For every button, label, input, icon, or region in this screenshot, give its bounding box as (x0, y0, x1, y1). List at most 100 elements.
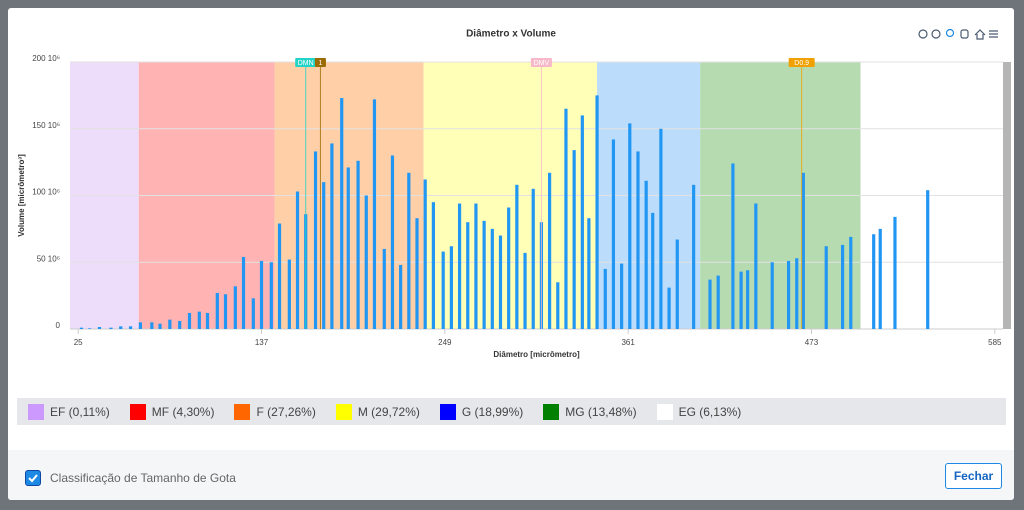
modal: Diâmetro x Volume 0 50 10⁶ 100 10⁶ 150 10⁶ 2… (8, 8, 1014, 500)
bar (346, 167, 350, 329)
y-tick-label: 0 (56, 321, 61, 330)
close-button[interactable]: Fechar (945, 463, 1002, 489)
bar (754, 203, 758, 329)
bar (731, 163, 735, 329)
bar (849, 236, 853, 329)
y-tick-label: 150 10⁶ (32, 121, 60, 130)
bar (603, 268, 607, 329)
legend-item[interactable]: EG (6,13%) (656, 403, 741, 420)
legend-item[interactable]: EF (0,11%) (28, 403, 110, 420)
toolbar[interactable] (918, 28, 998, 40)
bar (79, 327, 84, 329)
bar (97, 326, 102, 329)
bar (644, 180, 648, 329)
bar (372, 99, 377, 329)
bar (580, 115, 584, 330)
bar (187, 312, 192, 329)
zoom-out[interactable] (931, 29, 941, 39)
bar (801, 172, 805, 329)
bar (313, 151, 318, 329)
x-tick-label: 137 (255, 338, 269, 347)
checkbox[interactable] (25, 470, 41, 486)
bar (716, 275, 720, 329)
footer: Classificação de Tamanho de Gota Fechar (8, 450, 1014, 500)
zoom-select[interactable] (945, 28, 955, 38)
bar (119, 326, 123, 329)
bar (564, 108, 568, 329)
bar (675, 239, 679, 329)
bar (150, 322, 154, 329)
bar (88, 328, 92, 329)
checkbox-label[interactable]: Classificação de Tamanho de Gota (50, 471, 236, 485)
y-tick-label: 100 10⁶ (32, 188, 60, 197)
bar (651, 212, 655, 329)
bar (441, 251, 445, 329)
x-tick-label: 25 (74, 338, 83, 347)
legend-label: M (29,72%) (357, 404, 420, 419)
bar (515, 184, 519, 329)
bar (322, 182, 326, 329)
legend-item[interactable]: MG (13,48%) (543, 403, 637, 420)
bar (109, 327, 113, 329)
bar (330, 143, 334, 329)
legend-label: MG (13,48%) (565, 404, 637, 419)
legend-label: MF (4,30%) (151, 404, 215, 419)
bar (872, 234, 876, 329)
bar (364, 195, 368, 329)
y-tick-label: 200 10⁶ (32, 54, 60, 63)
legend: EF (0,11%) MF (4,30%) F (27,26%) M (29,72%)… (17, 398, 1006, 425)
bar (356, 160, 360, 329)
bar (531, 188, 535, 329)
bar (251, 298, 255, 329)
bar (205, 312, 210, 329)
chart-title: Diâmetro x Volume (466, 29, 556, 40)
annotation-box (530, 58, 552, 67)
bar (659, 128, 663, 329)
bar (786, 260, 791, 329)
bar (431, 202, 435, 329)
annotation-label: 1 (318, 60, 322, 67)
legend-item[interactable]: G (18,99%) (439, 403, 523, 420)
pan[interactable] (960, 29, 969, 39)
bar (667, 287, 671, 329)
bar (241, 256, 246, 329)
bar (295, 191, 300, 329)
y-tick-label: 50 10⁶ (37, 254, 60, 263)
legend-swatch (543, 403, 560, 420)
legend-swatch (335, 403, 352, 420)
bar (556, 282, 560, 329)
legend-swatch (234, 403, 251, 420)
bar (490, 228, 494, 329)
bar (482, 220, 486, 329)
bar (340, 98, 344, 329)
y-axis-label: Volume [micrômetro³] (17, 154, 26, 237)
bar (628, 123, 632, 329)
range-end (1003, 62, 1011, 329)
bar (223, 294, 228, 329)
annotation-label: DMV (534, 60, 550, 67)
reset[interactable] (974, 29, 986, 40)
legend-swatch (656, 403, 673, 420)
annotation-label: D0.9 (794, 60, 809, 67)
bar (168, 319, 172, 329)
legend-item[interactable]: F (27,26%) (234, 403, 316, 420)
legend-swatch (28, 403, 44, 420)
legend-item[interactable]: MF (4,30%) (129, 403, 215, 420)
legend-label: EF (0,11%) (50, 404, 110, 419)
check-icon (28, 474, 38, 483)
bar (138, 322, 142, 329)
menu[interactable] (989, 30, 998, 38)
bar (399, 264, 403, 329)
legend-swatch (129, 403, 146, 420)
zoom-in[interactable] (918, 29, 928, 39)
bar (233, 286, 237, 329)
bar (382, 248, 386, 329)
bar (878, 228, 882, 329)
annotation-box (788, 58, 815, 67)
bar (158, 323, 162, 329)
annotation-box (295, 58, 317, 67)
bar (407, 172, 411, 329)
bar (259, 260, 264, 329)
legend-item[interactable]: M (29,72%) (335, 403, 420, 420)
